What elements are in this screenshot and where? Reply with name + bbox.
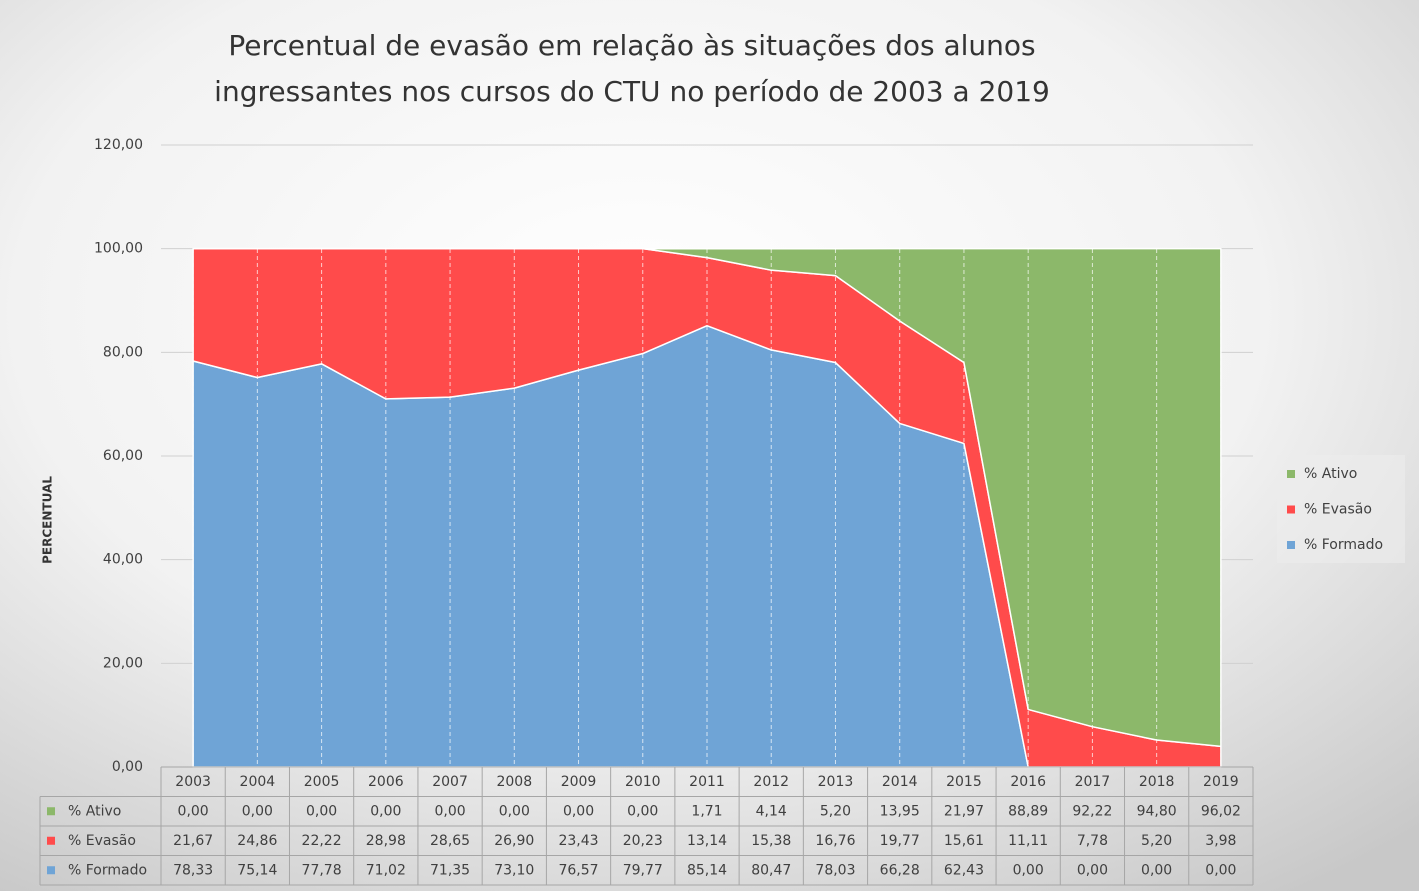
table-cell: 0,00	[1013, 862, 1044, 878]
table-cell: 24,86	[237, 833, 277, 849]
row-label: % Formado	[68, 862, 147, 878]
table-cell: 71,02	[366, 862, 406, 878]
y-tick-label: 20,00	[103, 655, 143, 671]
x-tick-label: 2009	[561, 774, 597, 790]
table-cell: 0,00	[1205, 862, 1236, 878]
legend-key	[1287, 505, 1295, 514]
x-tick-label: 2011	[689, 774, 725, 790]
table-cell: 23,43	[558, 833, 598, 849]
x-tick-label: 2018	[1139, 774, 1175, 790]
y-tick-label: 80,00	[103, 344, 143, 360]
table-cell: 0,00	[178, 803, 209, 819]
table-cell: 3,98	[1205, 833, 1236, 849]
table-cell: 0,00	[434, 803, 465, 819]
table-cell: 0,00	[1077, 862, 1108, 878]
legend-key	[1287, 541, 1295, 549]
legend-key	[1287, 470, 1295, 478]
table-cell: 0,00	[242, 803, 273, 819]
x-tick-label: 2004	[240, 774, 276, 790]
y-tick-label: 0,00	[112, 759, 143, 775]
table-cell: 15,61	[944, 833, 984, 849]
table-cell: 71,35	[430, 862, 470, 878]
legend-box	[1277, 455, 1405, 563]
table-cell: 79,77	[623, 862, 663, 878]
table-cell: 5,20	[820, 803, 851, 819]
table-cell: 80,47	[751, 862, 791, 878]
legend-label: % Formado	[1304, 537, 1383, 553]
x-tick-label: 2019	[1203, 774, 1239, 790]
table-cell: 66,28	[880, 862, 920, 878]
y-tick-label: 100,00	[94, 241, 143, 257]
table-cell: 77,78	[302, 862, 342, 878]
x-tick-label: 2008	[496, 774, 532, 790]
legend-label: % Ativo	[1304, 466, 1357, 482]
chart-title: Percentual de evasão em relação às situa…	[228, 29, 1035, 62]
table-cell: 62,43	[944, 862, 984, 878]
table-cell: 21,97	[944, 803, 984, 819]
x-tick-label: 2006	[368, 774, 404, 790]
x-tick-label: 2014	[882, 774, 918, 790]
y-tick-label: 40,00	[103, 552, 143, 568]
x-tick-label: 2017	[1075, 774, 1111, 790]
x-tick-label: 2010	[625, 774, 661, 790]
table-cell: 15,38	[751, 833, 791, 849]
table-cell: 96,02	[1201, 803, 1241, 819]
table-cell: 4,14	[756, 803, 787, 819]
table-cell: 7,78	[1077, 833, 1108, 849]
table-cell: 94,80	[1137, 803, 1177, 819]
table-cell: 19,77	[880, 833, 920, 849]
table-cell: 0,00	[306, 803, 337, 819]
table-cell: 78,33	[173, 862, 213, 878]
table-cell: 0,00	[627, 803, 658, 819]
table-cell: 13,95	[880, 803, 920, 819]
table-cell: 20,23	[623, 833, 663, 849]
table-cell: 5,20	[1141, 833, 1172, 849]
x-tick-label: 2003	[175, 774, 211, 790]
table-cell: 22,22	[302, 833, 342, 849]
x-tick-label: 2013	[818, 774, 854, 790]
x-tick-label: 2012	[753, 774, 789, 790]
legend-key	[47, 836, 55, 845]
table-cell: 11,11	[1008, 833, 1048, 849]
table-cell: 78,03	[815, 862, 855, 878]
legend-key	[47, 866, 55, 875]
x-tick-label: 2007	[432, 774, 468, 790]
table-cell: 85,14	[687, 862, 727, 878]
table-cell: 0,00	[563, 803, 594, 819]
row-label: % Ativo	[68, 803, 121, 819]
row-label: % Evasão	[68, 833, 136, 849]
table-cell: 26,90	[494, 833, 534, 849]
legend-label: % Evasão	[1304, 502, 1372, 518]
y-tick-label: 60,00	[103, 448, 143, 464]
table-cell: 73,10	[494, 862, 534, 878]
table-cell: 0,00	[1141, 862, 1172, 878]
table-cell: 0,00	[370, 803, 401, 819]
table-cell: 76,57	[558, 862, 598, 878]
chart-title: ingressantes nos cursos do CTU no períod…	[214, 75, 1050, 108]
table-cell: 28,98	[366, 833, 406, 849]
table-cell: 1,71	[691, 803, 722, 819]
x-tick-label: 2016	[1010, 774, 1046, 790]
table-cell: 28,65	[430, 833, 470, 849]
y-axis-label: PERCENTUAL	[41, 476, 55, 564]
table-cell: 0,00	[499, 803, 530, 819]
x-tick-label: 2015	[946, 774, 982, 790]
x-tick-label: 2005	[304, 774, 340, 790]
table-cell: 92,22	[1072, 803, 1112, 819]
table-cell: 13,14	[687, 833, 727, 849]
table-cell: 88,89	[1008, 803, 1048, 819]
y-tick-label: 120,00	[94, 137, 143, 153]
legend-key	[47, 807, 55, 816]
table-cell: 75,14	[237, 862, 277, 878]
table-cell: 21,67	[173, 833, 213, 849]
table-cell: 16,76	[815, 833, 855, 849]
